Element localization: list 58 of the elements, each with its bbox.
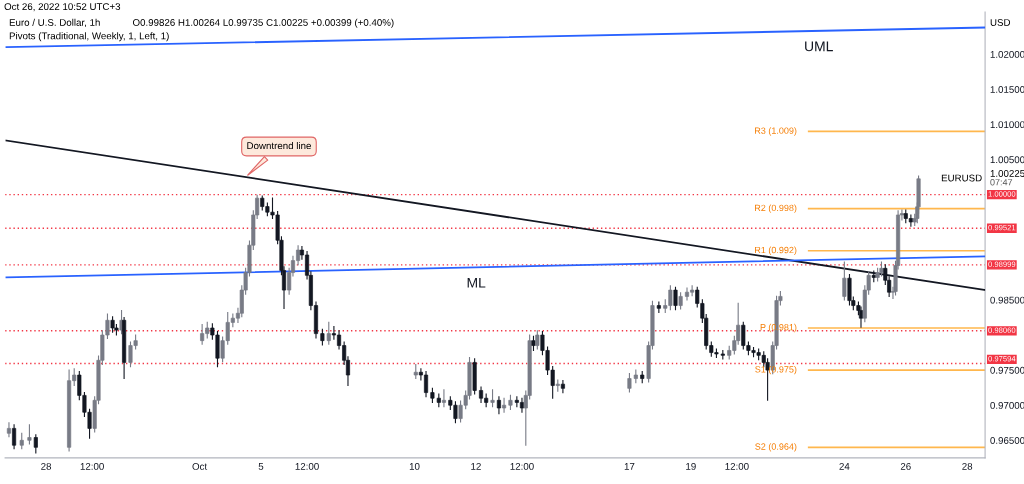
- y-tick-label: 1.01000: [990, 121, 1024, 129]
- annotation: O0.99826 H1.00264 L0.99735 C1.00225 +0.00399 (+0.40%): [132, 18, 394, 28]
- y-axis-title: USD: [990, 19, 1011, 26]
- text: 07:47: [990, 179, 1013, 186]
- candlestick: [684, 287, 690, 301]
- x-tick-label: 28: [41, 462, 52, 470]
- candlestick: [555, 379, 560, 392]
- candlestick: [842, 261, 847, 301]
- x-tick-label: 26: [900, 462, 911, 470]
- ref-line-label: P (0.981): [760, 323, 797, 333]
- candlestick: [560, 380, 565, 394]
- text: 1.00225: [990, 170, 1024, 177]
- annotation: Downtrend line: [247, 141, 311, 150]
- candlestick: [478, 386, 484, 403]
- x-tick-label: 12: [471, 462, 481, 470]
- ref-line-label: S1 (0.975): [755, 365, 797, 375]
- candlestick: [656, 301, 661, 314]
- candlestick: [326, 321, 331, 345]
- ref-line-label: S2 (0.964): [755, 443, 797, 452]
- annotation: EURUSD: [941, 174, 982, 182]
- candlestick: [673, 286, 678, 311]
- x-tick-label: 12:00: [510, 462, 534, 470]
- y-tick-label: 0.96500: [990, 437, 1024, 444]
- candlestick: [441, 389, 446, 408]
- candlestick: [535, 330, 540, 350]
- y-tick-label: 0.98500: [990, 296, 1024, 304]
- x-tick-label: 5: [258, 463, 264, 470]
- text: Oct 26, 2022 10:52 UTC+3: [4, 3, 121, 12]
- y-tick-label: 0.97000: [990, 401, 1024, 409]
- x-tick-label: 12:00: [295, 462, 319, 470]
- candlestick: [496, 396, 501, 415]
- y-tick-label: 1.00500: [990, 156, 1024, 164]
- candlestick: [514, 396, 519, 408]
- x-tick-label: 10: [409, 462, 420, 470]
- y-tick-label: 0.97500: [990, 366, 1024, 374]
- x-tick-label: Oct: [192, 462, 208, 470]
- candlestick: [6, 422, 11, 438]
- candlestick: [33, 434, 38, 454]
- ref-line-label: R3 (1.009): [755, 127, 797, 136]
- x-tick-label: 19: [686, 462, 696, 470]
- series-label: ML: [467, 278, 486, 288]
- x-tick-label: 17: [624, 463, 635, 470]
- x-tick-label: 12:00: [80, 462, 104, 470]
- y-tick-label: 1.01500: [990, 86, 1024, 93]
- candlestick: [502, 397, 507, 413]
- text: Pivots (Traditional, Weekly, 1, Left, 1): [9, 32, 169, 42]
- candlestick: [847, 274, 852, 306]
- y-tick-label: 1.02000: [990, 50, 1024, 58]
- ref-line-label: R2 (0.998): [755, 204, 797, 213]
- candlestick: [12, 424, 17, 450]
- candlestick: [27, 424, 32, 445]
- x-tick-label: 12:00: [725, 462, 749, 470]
- x-tick-label: 24: [839, 462, 850, 470]
- series-label: UML: [805, 41, 833, 52]
- candlestick: [423, 370, 429, 398]
- x-tick-label: 28: [962, 462, 973, 470]
- text: Euro / U.S. Dollar, 1h: [9, 18, 100, 28]
- ref-line-label: R1 (0.992): [755, 246, 797, 255]
